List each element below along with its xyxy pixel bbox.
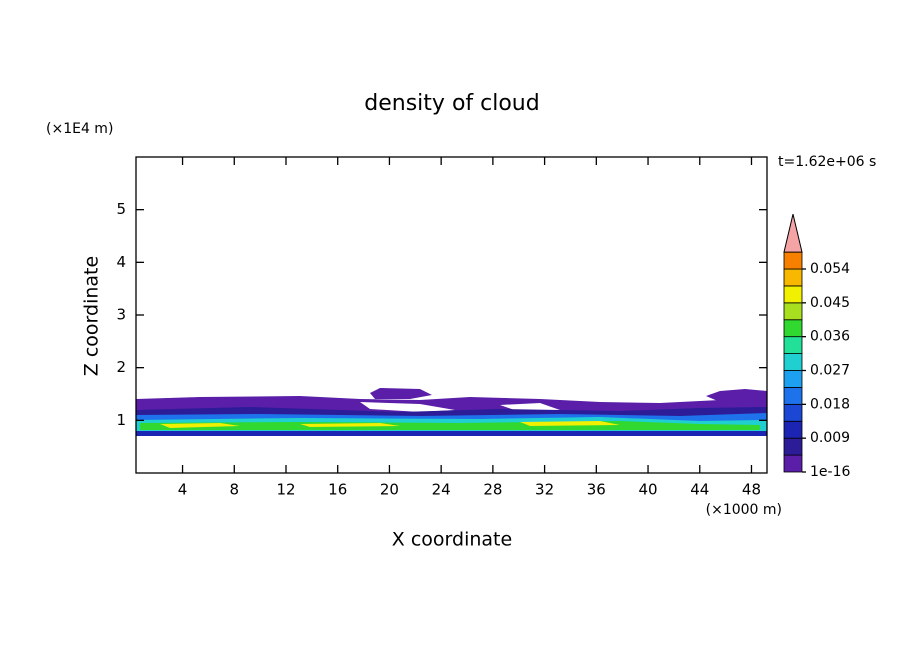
colorbar-band: [783, 302, 803, 321]
x-axis-label: X coordinate: [392, 529, 512, 551]
y-unit: (×1E4 m): [46, 121, 113, 137]
colorbar-tick-label: 1e-16: [810, 464, 850, 480]
colorbar-band: [783, 370, 803, 388]
x-tick-label: 32: [535, 481, 554, 499]
x-tick-label: 4: [178, 481, 188, 499]
colorbar-band: [783, 454, 803, 473]
y-axis-label: Z coordinate: [81, 256, 103, 376]
colorbar-tick-label: 0.045: [810, 295, 850, 311]
y-tick-label: 3: [116, 306, 126, 324]
x-tick-label: 20: [380, 481, 399, 499]
x-tick-label: 28: [483, 481, 502, 499]
colorbar-band: [783, 403, 803, 422]
colorbar-tick-label: 0.027: [810, 363, 850, 379]
colorbar-band: [783, 319, 803, 338]
colorbar-band: [783, 387, 803, 405]
x-tick-label: 16: [328, 481, 347, 499]
y-tick-label: 4: [116, 253, 126, 271]
time-label: t=1.62e+06 s: [778, 154, 876, 170]
x-unit: (×1000 m): [706, 502, 782, 518]
contour-field: [136, 388, 767, 436]
colorbar-band: [783, 251, 803, 270]
chart-title: density of cloud: [364, 91, 539, 116]
x-tick-label: 48: [742, 481, 761, 499]
colorbar-tick-label: 0.036: [810, 329, 850, 345]
y-tick-label: 2: [116, 358, 126, 376]
colorbar-extend: [783, 213, 803, 253]
x-tick-label: 24: [432, 481, 451, 499]
x-tick-label: 12: [276, 481, 295, 499]
y-tick-label: 1: [116, 411, 126, 429]
x-tick-label: 8: [229, 481, 239, 499]
colorbar-band: [783, 268, 803, 287]
colorbar-tick-label: 0.009: [810, 430, 850, 446]
x-tick-label: 40: [638, 481, 657, 499]
colorbar-band: [783, 353, 803, 371]
colorbar-tick-label: 0.054: [810, 261, 850, 277]
colorbar-tick-label: 0.018: [810, 396, 850, 412]
colorbar-band: [783, 336, 803, 354]
x-tick-label: 44: [690, 481, 709, 499]
y-tick-label: 5: [116, 200, 126, 218]
colorbar-band: [783, 437, 803, 456]
colorbar-band: [783, 285, 803, 304]
colorbar-band: [783, 420, 803, 439]
x-tick-label: 36: [587, 481, 606, 499]
